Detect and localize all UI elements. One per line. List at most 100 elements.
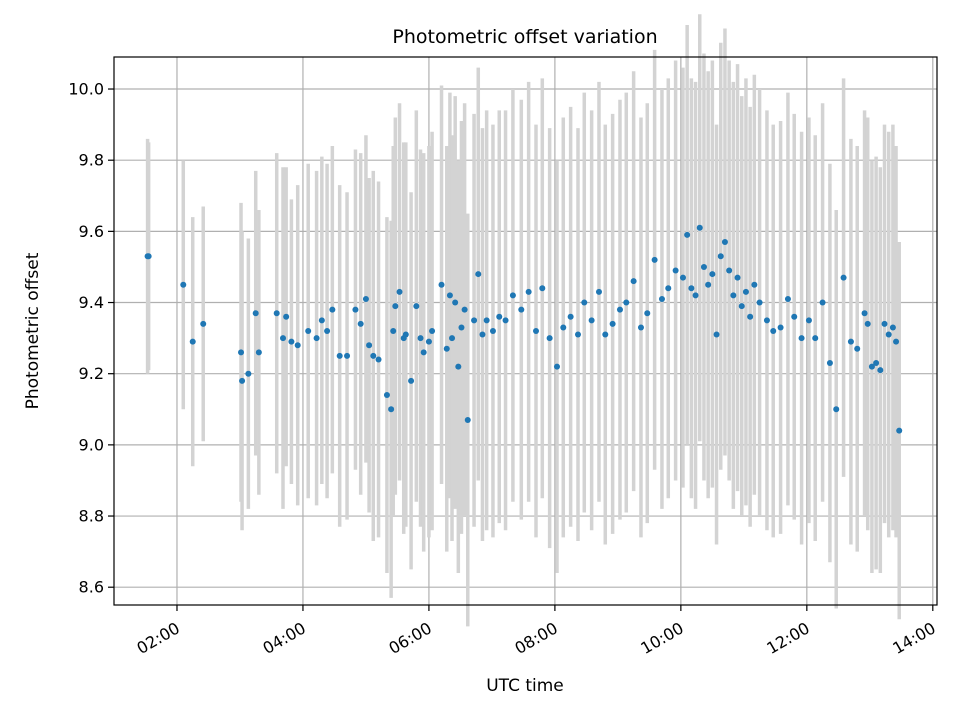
data-point [425, 338, 432, 345]
data-point [344, 352, 351, 359]
data-point [408, 377, 415, 384]
data-point [644, 310, 651, 317]
data-point [388, 406, 395, 413]
data-point [819, 299, 826, 306]
y-tick-label: 9.8 [79, 151, 104, 170]
data-point [475, 271, 482, 278]
data-point [738, 303, 745, 310]
data-point [483, 317, 490, 324]
data-point [429, 328, 436, 334]
data-point [502, 317, 509, 324]
data-point [637, 324, 644, 331]
data-point [833, 406, 840, 413]
data-point [471, 317, 478, 324]
data-point [305, 328, 312, 334]
data-point [336, 352, 343, 359]
data-point [496, 313, 503, 320]
data-point [239, 377, 246, 384]
data-point [200, 320, 207, 327]
data-point [784, 295, 791, 302]
data-point [455, 363, 462, 370]
y-tick-label: 9.6 [79, 222, 104, 241]
data-point [396, 288, 403, 295]
data-point [791, 313, 798, 320]
data-point [375, 356, 382, 363]
data-point [885, 331, 892, 338]
data-point [443, 345, 450, 352]
data-point [402, 331, 409, 338]
data-point [847, 338, 854, 345]
data-point [861, 310, 868, 317]
data-point [658, 295, 665, 302]
data-point [546, 335, 553, 342]
data-point [805, 317, 812, 324]
data-point [854, 345, 861, 352]
data-point [288, 338, 295, 345]
data-point [751, 281, 758, 288]
data-point [630, 278, 637, 285]
data-point [525, 288, 532, 295]
data-point [313, 335, 320, 342]
data-point [684, 231, 691, 238]
data-point [873, 360, 880, 367]
data-point [560, 324, 567, 331]
data-point [826, 360, 833, 367]
data-point [602, 331, 609, 338]
data-point [280, 335, 287, 342]
data-point [881, 320, 888, 327]
x-axis-label: UTC time [486, 676, 564, 696]
data-point [709, 271, 716, 278]
data-point [692, 292, 699, 299]
data-point [273, 310, 280, 317]
data-point [665, 285, 672, 292]
data-point [329, 306, 336, 313]
data-point [581, 299, 588, 306]
data-point [893, 338, 900, 345]
data-point [770, 328, 777, 334]
data-point [446, 292, 453, 299]
data-point [318, 317, 325, 324]
data-point [438, 281, 445, 288]
data-point [458, 324, 465, 331]
data-point [868, 363, 875, 370]
data-point [461, 306, 468, 313]
data-point [489, 328, 496, 334]
data-point [464, 416, 471, 423]
data-point [449, 335, 456, 342]
data-point [553, 363, 560, 370]
y-tick-label: 10.0 [68, 80, 104, 99]
data-point [479, 331, 486, 338]
data-point [688, 285, 695, 292]
data-point [700, 263, 707, 270]
data-point [294, 342, 301, 349]
marker-layer [144, 224, 903, 434]
data-point [609, 320, 616, 327]
data-point [742, 288, 749, 295]
data-point [238, 349, 245, 356]
data-point [730, 292, 737, 299]
data-point [352, 306, 359, 313]
data-point [417, 335, 424, 342]
data-point [864, 320, 871, 327]
data-point [452, 299, 459, 306]
data-point [255, 349, 262, 356]
chart-title: Photometric offset variation [392, 26, 657, 48]
data-point [756, 299, 763, 306]
data-point [588, 317, 595, 324]
data-point [672, 267, 679, 274]
data-point [532, 328, 539, 334]
data-point [798, 335, 805, 342]
data-point [616, 306, 623, 313]
data-point [145, 253, 152, 260]
data-point [574, 331, 581, 338]
y-tick-label: 8.6 [79, 578, 104, 597]
y-tick-label: 9.4 [79, 293, 104, 312]
data-point [889, 324, 896, 331]
data-point [595, 288, 602, 295]
data-point [726, 267, 733, 274]
data-point [509, 292, 516, 299]
data-point [413, 303, 420, 310]
data-point [324, 328, 331, 334]
data-point [713, 331, 720, 338]
